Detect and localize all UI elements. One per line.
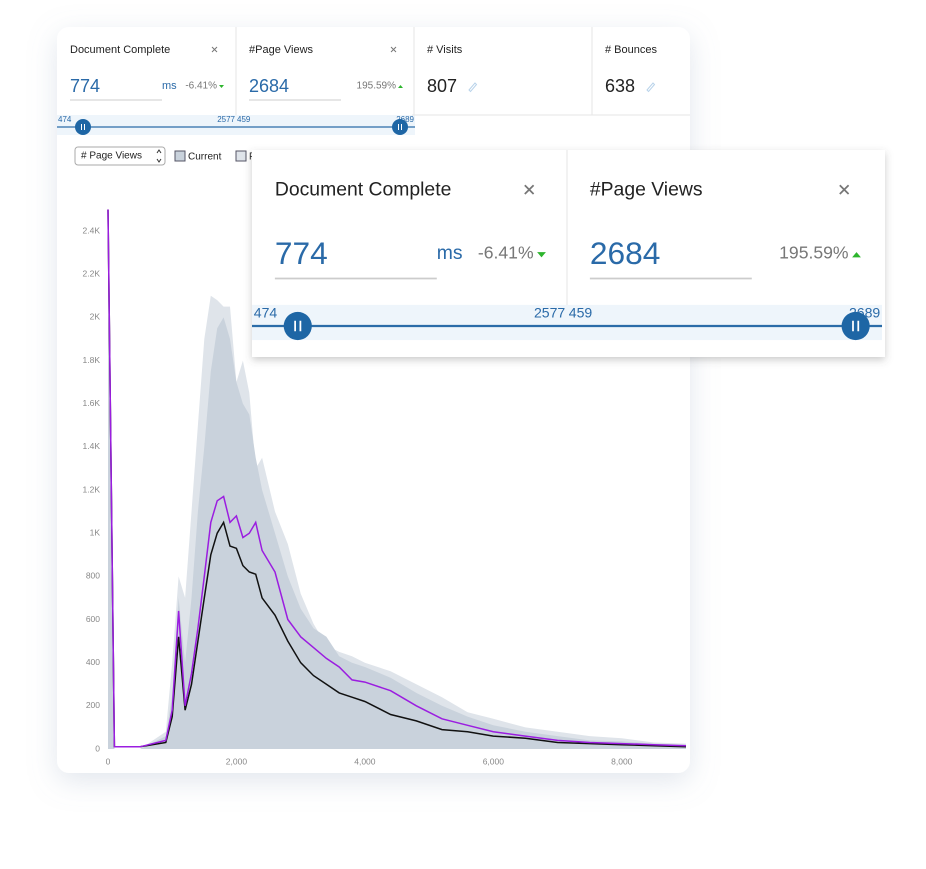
y-tick-label: 0 — [95, 743, 100, 753]
metric-title: Document Complete — [70, 44, 170, 56]
y-tick-label: 1.6K — [83, 398, 101, 408]
chart: 0 200 400 600 800 1K 1.2K 1.4K 1.6K 1.8K 2K 2.2K 2.4… — [83, 209, 687, 766]
trend-arrow — [852, 252, 861, 258]
range-handle[interactable] — [283, 311, 312, 341]
metric-unit: ms — [437, 242, 463, 264]
y-tick-label: 2.2K — [83, 268, 101, 278]
y-tick-label: 600 — [86, 614, 100, 624]
metric-value: 774 — [275, 235, 328, 271]
y-tick-label: 1.8K — [83, 355, 101, 365]
trend-arrow — [537, 252, 546, 258]
close-icon[interactable] — [524, 184, 535, 195]
range-min: 474 — [58, 115, 72, 124]
range-min: 459 — [569, 304, 593, 320]
metric-change: -6.41% — [185, 81, 217, 92]
close-icon[interactable] — [390, 46, 397, 53]
metric-tile: #Page Views 2684 195.59% 459 2689 — [236, 44, 415, 135]
close-icon[interactable] — [211, 46, 218, 53]
x-tick-label: 4,000 — [354, 756, 376, 766]
range-strip — [236, 115, 415, 135]
metric-title: Document Complete — [275, 179, 451, 201]
tile-slot: # Visits 807 — [427, 44, 478, 96]
y-tick-label: 800 — [86, 571, 100, 581]
metric-value: 2684 — [249, 76, 289, 96]
metric-change: 195.59% — [357, 81, 397, 92]
legend-swatch[interactable] — [174, 150, 186, 162]
metric-tile: Document Complete 774 ms -6.41% 474 2577 — [57, 44, 236, 135]
handle-grip — [398, 124, 402, 130]
dashboard-card — [57, 27, 690, 773]
metric-title: #Page Views — [590, 179, 703, 201]
handle-grip — [81, 124, 85, 130]
y-tick-label: 2.4K — [83, 225, 101, 235]
metric-value: 774 — [70, 76, 100, 96]
metric-value: 807 — [427, 76, 457, 96]
metric-value: 638 — [605, 76, 635, 96]
line-series — [107, 209, 687, 748]
range-strip — [57, 115, 236, 135]
tile-slot: Document Complete 774 ms -6.41% 474 2577 — [57, 44, 236, 135]
metric-title: #Page Views — [249, 44, 314, 56]
metric-select-label: # Page Views — [81, 151, 142, 162]
handle-grip — [852, 320, 860, 332]
metric-change: 195.59% — [779, 242, 849, 262]
range-handle[interactable] — [392, 119, 408, 135]
range-min: 474 — [254, 304, 278, 320]
y-tick-label: 200 — [86, 700, 100, 710]
metric-tile: Document Complete 774 ms -6.41% 474 2577 — [252, 179, 568, 341]
y-tick-label: 400 — [86, 657, 100, 667]
y-tick-label: 1K — [90, 527, 101, 537]
metric-title: # Visits — [427, 44, 463, 56]
edit-icon[interactable] — [468, 82, 478, 93]
metric-value: 2684 — [590, 235, 660, 271]
close-icon[interactable] — [839, 184, 850, 195]
range-min: 459 — [237, 115, 251, 124]
metric-title: # Bounces — [605, 44, 657, 56]
legend-label[interactable]: Current — [188, 152, 222, 163]
x-tick-label: 8,000 — [611, 756, 633, 766]
select-arrow — [156, 149, 162, 163]
zoom-tile: Document Complete 774 ms -6.41% 474 2577 — [252, 179, 568, 341]
range-strip — [567, 304, 883, 341]
range-handle[interactable] — [841, 311, 870, 341]
tile-slot: # Bounces 638 — [605, 44, 657, 96]
range-handle[interactable] — [75, 119, 91, 135]
line-series — [107, 209, 687, 748]
x-tick-label: 2,000 — [226, 756, 248, 766]
edit-icon[interactable] — [646, 82, 656, 93]
y-tick-label: 2K — [90, 312, 101, 322]
x-tick-label: 6,000 — [483, 756, 505, 766]
metric-tile: # Bounces 638 — [605, 44, 657, 96]
legend-swatch[interactable] — [235, 150, 247, 162]
x-tick-label: 0 — [106, 756, 111, 766]
area-series — [108, 209, 686, 749]
metric-change: -6.41% — [478, 242, 534, 262]
metric-tile: # Visits 807 — [427, 44, 478, 96]
metric-select[interactable] — [74, 146, 166, 166]
tile-slot: #Page Views 2684 195.59% 459 2689 — [236, 44, 415, 135]
y-tick-label: 1.4K — [83, 441, 101, 451]
range-max: 2577 — [534, 304, 565, 320]
zoom-card: Document Complete 774 ms -6.41% 474 2577 #Page… — [252, 150, 885, 357]
range-max: 2577 — [217, 115, 235, 124]
range-max: 2689 — [396, 115, 414, 124]
handle-grip — [294, 320, 302, 332]
metric-unit: ms — [162, 80, 177, 92]
trend-arrow — [398, 85, 403, 88]
y-tick-label: 1.2K — [83, 484, 101, 494]
trend-arrow — [219, 85, 224, 88]
